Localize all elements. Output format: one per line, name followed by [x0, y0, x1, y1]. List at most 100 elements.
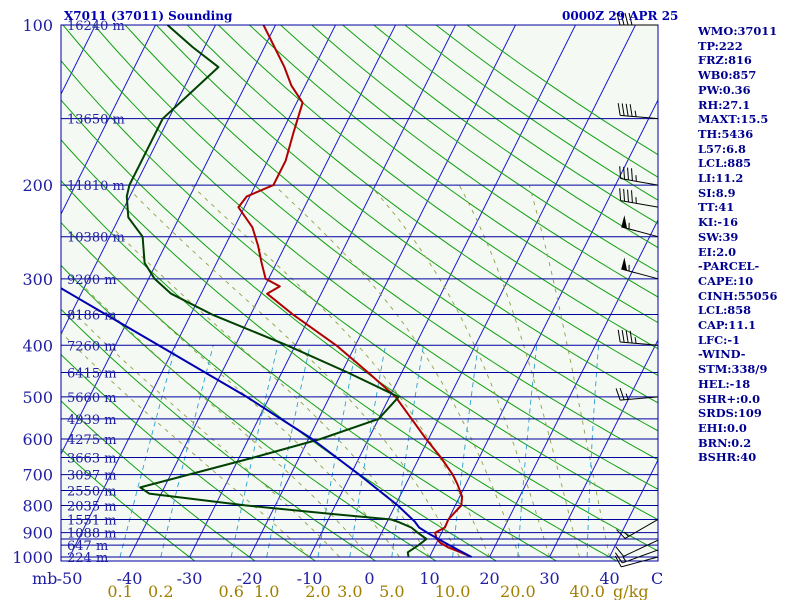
index-line: SRDS:109 [698, 406, 762, 421]
isotherm-line [309, 25, 576, 558]
index-line: KI:-16 [698, 215, 739, 230]
moist-adiabat-line [458, 184, 580, 558]
pressure-tick-label: 500 [22, 388, 53, 407]
dry-adiabat-line [61, 400, 256, 561]
mixing-ratio-tick-label: 5.0 [379, 582, 404, 600]
wind-barb [619, 188, 659, 208]
height-tick-label: 2035 m [67, 499, 117, 514]
height-tick-label: 3663 m [67, 451, 117, 466]
temperature-tick-label: 20 [479, 569, 499, 588]
temperature-tick-label: 0 [364, 569, 374, 588]
index-line: BRN:0.2 [698, 435, 752, 450]
temperature-tick-label: 30 [539, 569, 559, 588]
index-line: -WIND- [698, 347, 746, 362]
parcel-profile-line [61, 287, 472, 558]
dry-adiabat-line [186, 25, 658, 377]
wind-barb [621, 215, 659, 238]
height-tick-label: 10380 m [67, 231, 125, 246]
isotherm-line [189, 25, 456, 558]
wind-barb [621, 257, 659, 280]
index-line: SI:8.9 [698, 185, 736, 200]
temperature-tick-label: -50 [57, 569, 83, 588]
height-tick-label: 647 m [67, 539, 108, 554]
height-tick-label: 2550 m [67, 485, 117, 500]
index-line: WMO:37011 [698, 24, 778, 38]
index-line: TT:41 [698, 200, 735, 215]
mixing-ratio-tick-label: 2.0 [305, 582, 330, 600]
index-line: HEL:-18 [698, 376, 751, 391]
index-line: FRZ:816 [698, 53, 752, 68]
height-tick-label: 13650 m [67, 113, 125, 128]
height-tick-label: 7260 m [67, 339, 117, 354]
temperature-tick-label: 10 [419, 569, 439, 588]
wind-barbs [614, 12, 659, 568]
pressure-tick-label: 200 [22, 176, 53, 195]
pressure-tick-label: 300 [22, 270, 53, 289]
index-line: WB0:857 [698, 68, 757, 83]
isotherm-line [369, 25, 636, 558]
wind-barb [614, 549, 659, 564]
mixing-ratio-tick-label: 10.0 [435, 582, 471, 600]
isotherm-line [61, 25, 276, 456]
dry-adiabat-line [124, 25, 658, 432]
dry-adiabat-line [249, 25, 658, 324]
isotherm-line [489, 218, 658, 558]
index-line: LCL:858 [698, 303, 752, 318]
isotherm-line [61, 25, 156, 216]
dry-adiabat-line [61, 308, 377, 561]
moist-adiabat-line [83, 286, 370, 558]
height-tick-label: 224 m [67, 551, 108, 566]
pressure-unit-label: mb [32, 569, 57, 588]
dry-adiabat-line [93, 25, 658, 461]
index-line: TP:222 [698, 38, 743, 53]
moist-adiabat-line [130, 190, 460, 558]
index-line: LI:11.2 [698, 171, 744, 186]
moist-adiabat-line [191, 184, 490, 558]
index-line: EI:2.0 [698, 244, 737, 259]
isotherm-line [249, 25, 516, 558]
mixing-ratio-tick-label: 1.0 [254, 582, 279, 600]
height-tick-label: 6415 m [67, 367, 117, 382]
wind-barb [619, 166, 659, 186]
index-line: CINH:55056 [698, 288, 778, 303]
temperature-profile-line [237, 25, 472, 558]
wind-barb [616, 519, 659, 539]
height-tick-label: 1551 m [67, 513, 117, 528]
plot-background [61, 25, 658, 561]
index-line: -PARCEL- [698, 259, 760, 274]
sounding-profiles [61, 25, 472, 558]
temperature-tick-label: 40 [599, 569, 619, 588]
index-line: SHR+:0.0 [698, 391, 761, 406]
stability-indices: WMO:37011 TP:222 FRZ:816 WB0:857 PW:0.36 RH:2… [698, 24, 798, 465]
dry-adiabat-line [218, 25, 658, 350]
mixing-ratio-tick-label: 20.0 [500, 582, 536, 600]
height-tick-label: 4939 m [67, 413, 117, 428]
index-line: STM:338/9 [698, 362, 768, 377]
dry-adiabat-line [61, 264, 437, 561]
index-line: SW:39 [698, 229, 739, 244]
wind-barb [615, 539, 659, 557]
isotherm-line [61, 25, 216, 336]
dry-adiabat-line [61, 353, 317, 561]
pressure-tick-label: 600 [22, 430, 53, 449]
dry-adiabat-line [311, 25, 658, 273]
wind-barb [614, 555, 659, 568]
height-tick-label: 1088 m [67, 527, 117, 542]
mixing-ratio-tick-label: 0.2 [148, 582, 173, 600]
isotherm-line [609, 458, 658, 558]
dry-adiabat-line [155, 25, 658, 404]
dry-adiabat-line [61, 99, 658, 552]
wind-barb [617, 103, 659, 120]
temperature-tick-label: -20 [237, 569, 263, 588]
temperature-unit-label: C [651, 569, 663, 588]
index-line: EHI:0.0 [698, 420, 747, 435]
moist-adiabat-line [369, 184, 550, 558]
moist-adiabat-line [61, 331, 310, 558]
height-tick-label: 16240 m [67, 19, 125, 34]
temperature-tick-label: -40 [117, 569, 143, 588]
height-tick-label: 9200 m [67, 273, 117, 288]
pressure-tick-label: 100 [22, 16, 53, 35]
temperature-tick-label: -30 [177, 569, 203, 588]
